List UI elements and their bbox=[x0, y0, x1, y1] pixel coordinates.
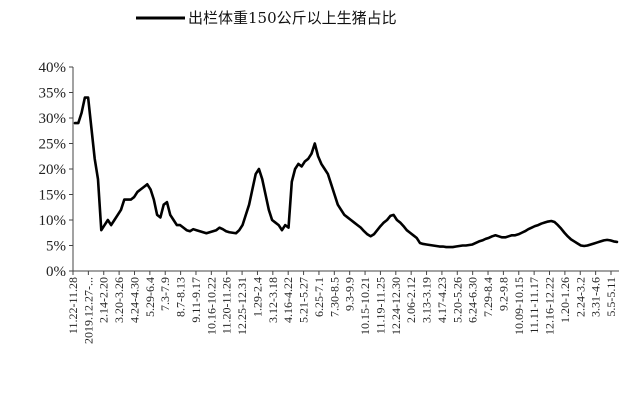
x-tick-label: 1.29-2.4 bbox=[250, 277, 264, 317]
x-tick-label: 9.3-9.9 bbox=[343, 277, 357, 311]
x-tick-label: 11.19-11.25 bbox=[373, 277, 387, 334]
x-tick-label: 5.29-6.4 bbox=[143, 277, 157, 317]
x-tick-label: 10.09-10.15 bbox=[512, 277, 526, 335]
y-tick-label: 40% bbox=[39, 60, 67, 76]
x-tick-label: 5.20-5.26 bbox=[450, 277, 464, 323]
x-tick-label: 6.25-7.1 bbox=[312, 277, 326, 317]
x-tick-label: 2.14-2.20 bbox=[97, 277, 111, 323]
x-tick-label: 4.16-4.22 bbox=[281, 277, 295, 323]
legend-label: 出栏体重150公斤以上生猪占比 bbox=[188, 9, 397, 27]
plot-area bbox=[73, 96, 619, 249]
y-axis: 0% 5% 10% 15% 20% 25% 30% 35% 40% bbox=[39, 60, 74, 280]
x-tick-label: 2.24-3.2 bbox=[573, 277, 587, 317]
x-tick-label: 3.31-4.6 bbox=[589, 277, 603, 317]
x-tick-label: 10.16-10.22 bbox=[204, 277, 218, 335]
x-tick-label: 2.06-2.12 bbox=[404, 277, 418, 323]
x-tick-label: 4.24-4.30 bbox=[127, 277, 141, 323]
x-tick-label: 9.2-9.8 bbox=[496, 277, 510, 311]
x-tick-label: 12.25-12.31 bbox=[235, 277, 249, 335]
y-tick-label: 20% bbox=[39, 162, 67, 178]
y-tick-label: 30% bbox=[39, 111, 67, 127]
x-tick-label: 7.30-8.5 bbox=[327, 277, 341, 317]
x-tick-label: 1.20-1.26 bbox=[558, 277, 572, 323]
y-tick-label: 0% bbox=[46, 264, 66, 280]
legend: 出栏体重150公斤以上生猪占比 bbox=[136, 9, 397, 27]
series-line bbox=[73, 96, 619, 249]
x-tick-label: 12.24-12.30 bbox=[389, 277, 403, 335]
x-tick-label: 6.24-6.30 bbox=[466, 277, 480, 323]
y-tick-label: 10% bbox=[39, 213, 67, 229]
y-tick-label: 5% bbox=[46, 239, 66, 255]
x-tick-label: 10.15-10.21 bbox=[358, 277, 372, 335]
x-tick-label: 7.29-8.4 bbox=[481, 277, 495, 317]
x-tick-label: 7.3-7.9 bbox=[158, 277, 172, 311]
x-tick-label: 5.5-5.11 bbox=[604, 277, 618, 317]
x-tick-label: 4.17-4.23 bbox=[435, 277, 449, 323]
x-tick-label: 11.22-11.28 bbox=[66, 277, 80, 334]
x-tick-label: 2019.12.27-... bbox=[81, 277, 95, 344]
x-tick-label: 11.11-11.17 bbox=[527, 277, 541, 334]
x-tick-label: 3.12-3.18 bbox=[266, 277, 280, 323]
x-tick-label: 11.20-11.26 bbox=[220, 277, 234, 334]
x-tick-label: 3.13-3.19 bbox=[420, 277, 434, 323]
x-tick-label: 5.21-5.27 bbox=[297, 277, 311, 323]
x-tick-label: 9.11-9.17 bbox=[189, 277, 203, 323]
x-axis: 11.22-11.28 2019.12.27-... 2.14-2.20 3.20-3… bbox=[66, 270, 619, 344]
x-tick-label: 3.20-3.26 bbox=[112, 277, 126, 323]
y-tick-label: 15% bbox=[39, 188, 67, 204]
x-tick-label: 8.7-8.13 bbox=[174, 277, 188, 317]
y-tick-label: 35% bbox=[39, 86, 67, 102]
y-tick-label: 25% bbox=[39, 137, 67, 153]
x-tick-label: 12.16-12.22 bbox=[543, 277, 557, 335]
